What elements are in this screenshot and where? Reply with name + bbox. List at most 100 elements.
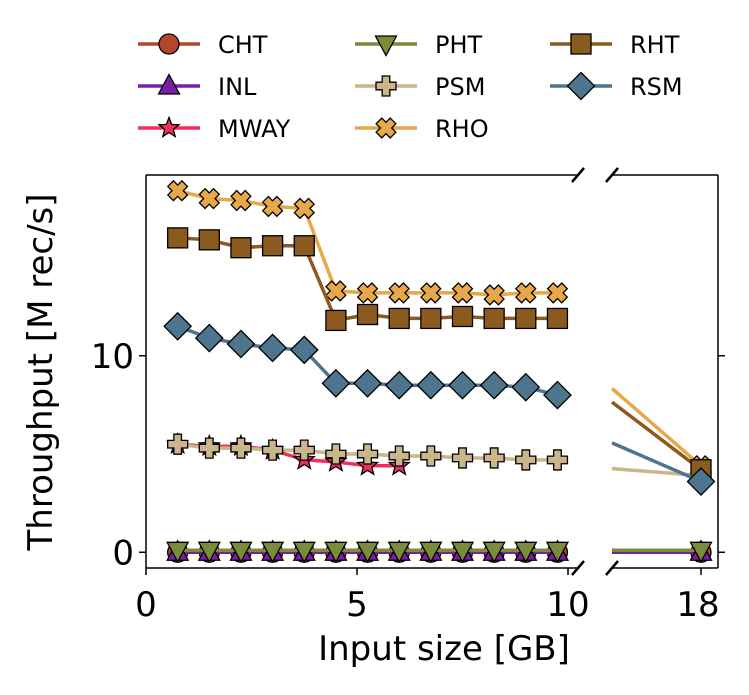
data-point xyxy=(197,541,221,564)
legend-entry-rht: RHT xyxy=(550,31,680,59)
data-point xyxy=(388,282,411,304)
legend-label: MWAY xyxy=(218,115,291,143)
data-point xyxy=(355,541,380,564)
axis-break-mark xyxy=(605,560,619,576)
legend-entry-cht: CHT xyxy=(138,31,268,59)
data-point xyxy=(166,541,190,564)
x-axis-title: Input size [GB] xyxy=(318,629,570,669)
axes: 0 10 0 5 10 18 xyxy=(91,167,725,625)
x-tick-label-right: 18 xyxy=(676,585,719,625)
data-point xyxy=(356,282,379,304)
data-point xyxy=(325,280,347,302)
data-point xyxy=(420,445,442,467)
data-point xyxy=(546,449,569,471)
axis-break-mark xyxy=(605,167,619,183)
data-point xyxy=(546,307,569,330)
series-line-right xyxy=(610,387,703,468)
legend-label: RSM xyxy=(630,73,683,101)
y-tick-label: 10 xyxy=(91,337,134,377)
data-point xyxy=(419,541,443,564)
data-point xyxy=(416,370,446,400)
legend-marker xyxy=(157,73,181,95)
legend-label: RHT xyxy=(630,31,680,59)
legend-marker xyxy=(375,75,397,97)
data-point xyxy=(163,311,193,341)
data-point xyxy=(483,284,505,306)
data-point xyxy=(356,303,379,326)
series-psm xyxy=(166,433,712,487)
data-point xyxy=(483,307,505,330)
data-point xyxy=(226,329,256,359)
data-point xyxy=(514,282,537,304)
legend-entry-mway: MWAY xyxy=(138,115,291,143)
data-point xyxy=(229,541,253,564)
axis-break-mark xyxy=(571,167,585,183)
legend: CHT INL MWAY PHT PSM RHO RHT RSM xyxy=(138,31,683,143)
data-point xyxy=(543,380,572,410)
data-point xyxy=(482,541,506,564)
data-point xyxy=(384,370,414,400)
data-point xyxy=(451,447,474,469)
data-point xyxy=(515,449,537,471)
data-point xyxy=(356,443,379,465)
data-point xyxy=(292,541,316,564)
data-point xyxy=(261,541,285,564)
data-point xyxy=(483,447,505,469)
series-rho xyxy=(166,179,712,477)
data-point xyxy=(230,237,252,259)
legend-entry-pht: PHT xyxy=(355,31,483,59)
legend-label: RHO xyxy=(435,115,489,143)
data-point xyxy=(261,195,284,218)
data-point xyxy=(293,235,315,257)
data-point xyxy=(515,307,537,330)
data-point xyxy=(293,197,316,220)
legend-marker xyxy=(570,33,592,55)
data-point xyxy=(451,305,474,328)
data-point xyxy=(353,368,382,398)
series-rsm xyxy=(163,311,716,496)
legend-marker xyxy=(157,115,181,138)
series-rht xyxy=(166,227,712,481)
data-point xyxy=(261,439,284,461)
data-point xyxy=(689,541,713,564)
data-point xyxy=(686,467,716,496)
data-point xyxy=(514,541,538,564)
data-point xyxy=(451,282,474,304)
data-point xyxy=(230,189,252,212)
legend-entry-inl: INL xyxy=(138,73,257,101)
data-point xyxy=(230,437,252,459)
data-point xyxy=(321,368,351,398)
data-point xyxy=(325,309,347,332)
data-point xyxy=(198,187,221,210)
data-point xyxy=(355,453,380,476)
data-point xyxy=(166,179,189,202)
legend-marker xyxy=(374,35,398,57)
data-point xyxy=(511,372,541,402)
legend-label: PHT xyxy=(435,31,483,59)
data-point xyxy=(546,282,569,304)
data-point xyxy=(420,282,442,304)
data-point xyxy=(448,370,477,400)
legend-entry-rsm: RSM xyxy=(550,71,683,101)
legend-entry-psm: PSM xyxy=(355,73,485,101)
data-point xyxy=(258,333,288,363)
data-point xyxy=(420,307,442,330)
x-tick-label: 10 xyxy=(546,585,589,625)
x-tick-label: 0 xyxy=(135,585,157,625)
data-point xyxy=(450,541,475,564)
data-point xyxy=(387,541,411,564)
series-line-right xyxy=(610,400,703,472)
legend-marker xyxy=(566,71,596,101)
series-layer xyxy=(163,179,716,564)
y-tick-label: 0 xyxy=(112,533,134,573)
data-point xyxy=(324,541,348,564)
y-axis-title: Throughput [M rec/s] xyxy=(21,194,61,552)
legend-label: INL xyxy=(218,73,257,101)
series-pht xyxy=(166,541,713,564)
data-point xyxy=(545,541,570,564)
x-tick-label: 5 xyxy=(346,585,368,625)
data-point xyxy=(388,445,410,467)
data-point xyxy=(166,433,189,455)
series-line-right xyxy=(611,441,702,484)
